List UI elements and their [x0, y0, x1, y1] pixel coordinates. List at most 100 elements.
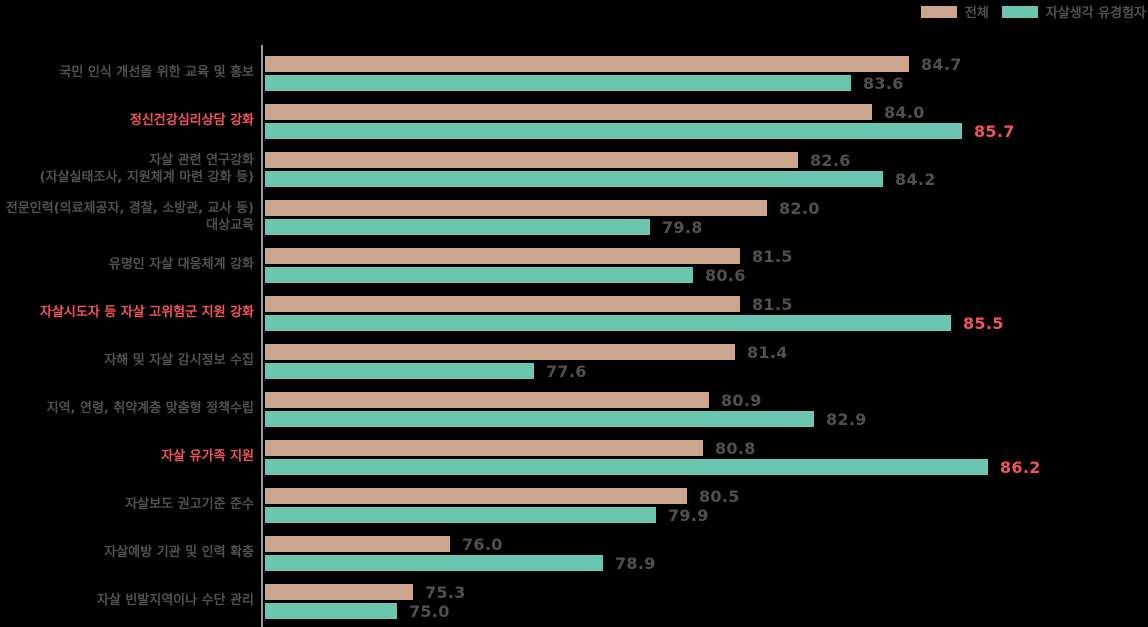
value-label-total: 81.5 [752, 294, 793, 314]
value-label-experienced: 78.9 [615, 553, 656, 573]
bar-experienced [265, 75, 851, 91]
bar-line-total: 84.7 [265, 54, 1148, 74]
chart-row: 자살 관련 연구강화 (자살실태조사, 지원체계 마련 강화 등) 82.6 8… [0, 150, 1148, 200]
bar-pair: 80.9 82.9 [262, 391, 1148, 430]
bar-line-total: 80.8 [265, 438, 1148, 458]
bar-line-total: 81.5 [265, 246, 1148, 266]
bar-line-total: 81.4 [265, 342, 1148, 362]
value-label-total: 81.4 [747, 342, 788, 362]
bar-pair: 80.8 86.2 [262, 438, 1148, 478]
bar-total [265, 200, 767, 216]
bar-total [265, 392, 709, 408]
bar-pair: 76.0 78.9 [262, 534, 1148, 574]
bar-experienced [265, 363, 534, 379]
bar-total [265, 56, 909, 72]
chart-row: 지역, 연령, 취약계층 맞춤형 정책수립 80.9 82.9 [0, 391, 1148, 440]
value-label-total: 76.0 [462, 534, 503, 554]
value-label-total: 81.5 [752, 246, 793, 266]
chart-row: 국민 인식 개선을 위한 교육 및 홍보 84.7 83.6 [0, 54, 1148, 104]
category-label: 자살시도자 등 자살 고위험군 지원 강화 [40, 305, 254, 321]
bar-line-total: 82.6 [265, 150, 1148, 170]
category-label: 자살예방 기관 및 인력 확충 [104, 545, 254, 561]
bar-total [265, 248, 740, 264]
value-label-total: 80.5 [699, 486, 740, 506]
bar-pair: 81.5 80.6 [262, 246, 1148, 286]
value-label-experienced: 85.7 [974, 121, 1015, 141]
category-label: 자살보도 권고기준 준수 [125, 497, 254, 513]
bar-line-experienced: 79.8 [265, 217, 1148, 237]
bar-pair: 84.0 85.7 [262, 102, 1148, 142]
bar-experienced [265, 123, 962, 139]
bar-line-experienced: 78.9 [265, 553, 1148, 573]
legend: 전체 자살생각 유경험자 [920, 2, 1146, 21]
bar-line-experienced: 77.6 [265, 362, 1148, 381]
bar-line-experienced: 79.9 [265, 505, 1148, 525]
value-label-experienced: 75.0 [409, 601, 450, 621]
bar-pair: 82.0 79.8 [262, 199, 1148, 238]
bar-experienced [265, 315, 951, 331]
category-label: 자살 빈발지역이나 수단 관리 [96, 593, 254, 609]
legend-swatch-experienced [1001, 5, 1038, 18]
value-label-total: 80.8 [715, 438, 756, 458]
bar-line-experienced: 82.9 [265, 409, 1148, 429]
bar-line-experienced: 84.2 [265, 169, 1148, 189]
bar-line-experienced: 85.7 [265, 121, 1148, 141]
chart-row: 자살예방 기관 및 인력 확충 76.0 78.9 [0, 534, 1148, 584]
chart-row: 자살보도 권고기준 준수 80.5 79.9 [0, 486, 1148, 536]
category-label: 자해 및 자살 감시정보 수집 [104, 353, 254, 369]
chart-row: 전문인력(의료제공자, 경찰, 소방관, 교사 등) 대상교육 82.0 79.… [0, 199, 1148, 248]
legend-label-experienced: 자살생각 유경험자 [1045, 6, 1146, 21]
bar-line-total: 81.5 [265, 294, 1148, 314]
value-label-total: 82.6 [810, 150, 851, 170]
bar-line-total: 76.0 [265, 534, 1148, 554]
value-label-total: 75.3 [425, 582, 466, 602]
bar-total [265, 296, 740, 312]
bar-line-experienced: 75.0 [265, 601, 1148, 621]
bar-line-experienced: 80.6 [265, 265, 1148, 285]
bar-line-total: 80.5 [265, 486, 1148, 506]
value-label-experienced: 86.2 [1000, 457, 1041, 477]
legend-item-experienced: 자살생각 유경험자 [1001, 2, 1146, 21]
bar-total [265, 488, 687, 504]
bar-line-total: 82.0 [265, 199, 1148, 218]
value-label-experienced: 85.5 [963, 313, 1004, 333]
category-label: 자살 관련 연구강화 (자살실태조사, 지원체계 마련 강화 등) [39, 152, 254, 185]
legend-label-total: 전체 [964, 6, 989, 21]
value-label-experienced: 84.2 [895, 169, 936, 189]
bar-pair: 75.3 75.0 [262, 582, 1148, 622]
bar-line-total: 80.9 [265, 391, 1148, 410]
chart-row: 자살 빈발지역이나 수단 관리 75.3 75.0 [0, 582, 1148, 627]
category-label: 자살 유가족 지원 [161, 449, 254, 465]
bar-experienced [265, 171, 883, 187]
bar-pair: 80.5 79.9 [262, 486, 1148, 526]
bar-line-total: 84.0 [265, 102, 1148, 122]
category-label: 정신건강심리상담 강화 [129, 113, 254, 129]
value-label-total: 84.0 [884, 102, 925, 122]
bar-line-experienced: 86.2 [265, 457, 1148, 477]
bar-experienced [265, 459, 988, 475]
bar-line-experienced: 83.6 [265, 73, 1148, 93]
bar-total [265, 104, 872, 120]
bar-total [265, 584, 413, 600]
value-label-experienced: 79.9 [668, 505, 709, 525]
bar-pair: 82.6 84.2 [262, 150, 1148, 190]
chart-row: 정신건강심리상담 강화 84.0 85.7 [0, 102, 1148, 152]
category-label: 전문인력(의료제공자, 경찰, 소방관, 교사 등) 대상교육 [5, 200, 254, 233]
chart-row: 자해 및 자살 감시정보 수집 81.4 77.6 [0, 342, 1148, 392]
bar-pair: 81.4 77.6 [262, 342, 1148, 382]
legend-item-total: 전체 [920, 2, 989, 21]
bar-experienced [265, 411, 814, 427]
value-label-experienced: 83.6 [863, 73, 904, 93]
value-label-total: 84.7 [921, 54, 962, 74]
bar-line-total: 75.3 [265, 582, 1148, 602]
bar-line-experienced: 85.5 [265, 313, 1148, 333]
category-label: 국민 인식 개선을 위한 교육 및 홍보 [59, 65, 254, 81]
value-label-experienced: 80.6 [705, 265, 746, 285]
category-label: 지역, 연령, 취약계층 맞춤형 정책수립 [46, 401, 254, 417]
value-label-experienced: 82.9 [826, 409, 867, 429]
bar-experienced [265, 267, 693, 283]
value-label-experienced: 79.8 [662, 217, 703, 237]
legend-swatch-total [920, 5, 957, 18]
bar-experienced [265, 555, 603, 571]
